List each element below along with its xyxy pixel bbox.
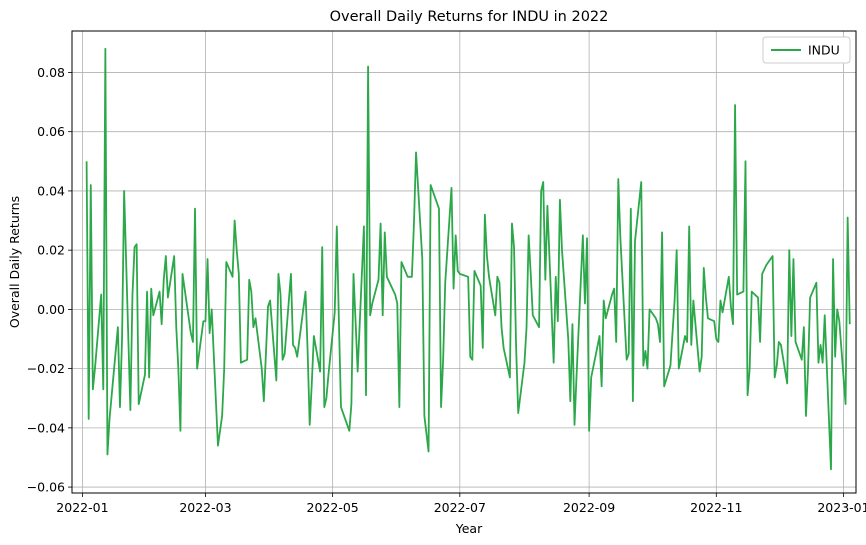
y-tick-label-1: −0.04: [27, 420, 65, 435]
x-tick-label-1: 2022-03: [179, 500, 231, 515]
x-tick-label-5: 2022-11: [690, 500, 742, 515]
legend-box: [762, 36, 851, 64]
plot-frame: [71, 30, 857, 494]
y-tick-label-5: 0.04: [37, 183, 65, 198]
y-tick-label-7: 0.08: [37, 65, 65, 80]
x-tick-label-3: 2022-07: [434, 500, 486, 515]
y-tick-label-2: −0.02: [27, 361, 65, 376]
legend-label-indu: INDU: [808, 43, 840, 58]
y-axis-ticks: −0.06 −0.04 −0.02 0.00 0.02 0.04 0.06 0.08: [27, 65, 72, 495]
x-axis-ticks: 2022-01 2022-03 2022-05 2022-07 2022-09 2022-…: [56, 493, 866, 515]
x-tick-label-6: 2023-01: [817, 500, 866, 515]
chart-title: Overall Daily Returns for INDU in 2022: [330, 9, 609, 25]
legend: INDU: [762, 36, 851, 64]
grid-lines: [72, 31, 856, 493]
y-tick-label-4: 0.02: [37, 243, 65, 258]
x-tick-label-0: 2022-01: [56, 500, 108, 515]
x-tick-label-2: 2022-05: [307, 500, 359, 515]
series-line-indu: [85, 47, 851, 471]
x-tick-label-4: 2022-09: [563, 500, 615, 515]
y-tick-label-6: 0.06: [37, 124, 65, 139]
series-layer: [85, 47, 851, 471]
y-axis-label: Overall Daily Returns: [7, 196, 22, 328]
y-tick-label-0: −0.06: [27, 480, 65, 495]
y-tick-label-3: 0.00: [37, 302, 65, 317]
x-axis-label: Year: [455, 521, 483, 536]
